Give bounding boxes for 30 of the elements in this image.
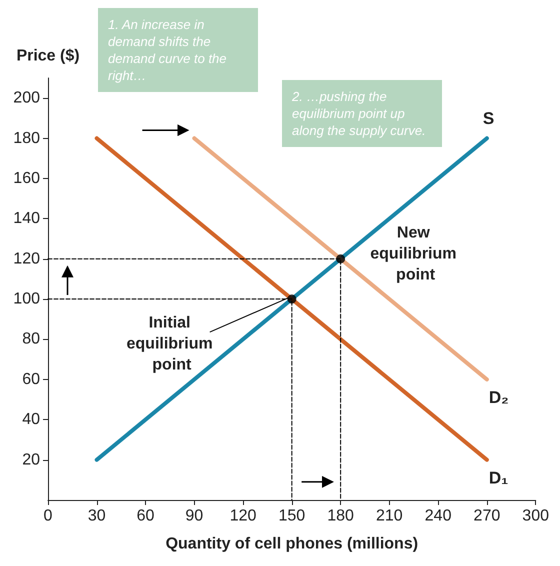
annotation: New equilibrium point [370,224,461,284]
x-tick-label: 150 [278,508,306,524]
x-tick-label: 0 [44,508,53,524]
x-tick-label: 240 [424,508,452,524]
x-tick-label: 180 [327,508,354,524]
series-label: S [482,108,494,128]
series-label: D₁ [488,468,508,488]
x-axis-title: Quantity of cell phones (millions) [166,536,418,552]
y-axis-title: Price ($) [16,48,80,64]
y-tick-label: 180 [13,130,40,147]
x-tick-label: 60 [136,508,155,524]
y-tick-label: 160 [13,170,40,187]
annotation: 2. …pushing the equilibrium point up along the supply curve. [291,89,426,138]
x-tick-label: 210 [376,508,403,524]
y-tick-label: 20 [22,451,40,468]
annotation: Initial equilibrium point [126,314,218,374]
y-tick-label: 140 [13,210,40,228]
y-tick-label: 60 [22,370,40,388]
x-tick-label: 120 [230,508,257,524]
y-tick-label: 200 [13,90,40,107]
x-tick-label: 90 [185,508,204,524]
y-tick-label: 120 [13,250,40,268]
y-tick-label: 40 [22,411,40,428]
y-tick-label: 100 [13,290,40,308]
series-label: D₂ [488,388,509,407]
y-tick-label: 80 [22,330,40,348]
x-tick-label: 300 [522,508,550,524]
x-tick-label: 30 [88,508,106,524]
annotation: 1. An increase in demand shifts the demand curve to the right… [108,17,230,83]
x-tick-label: 270 [474,508,500,524]
